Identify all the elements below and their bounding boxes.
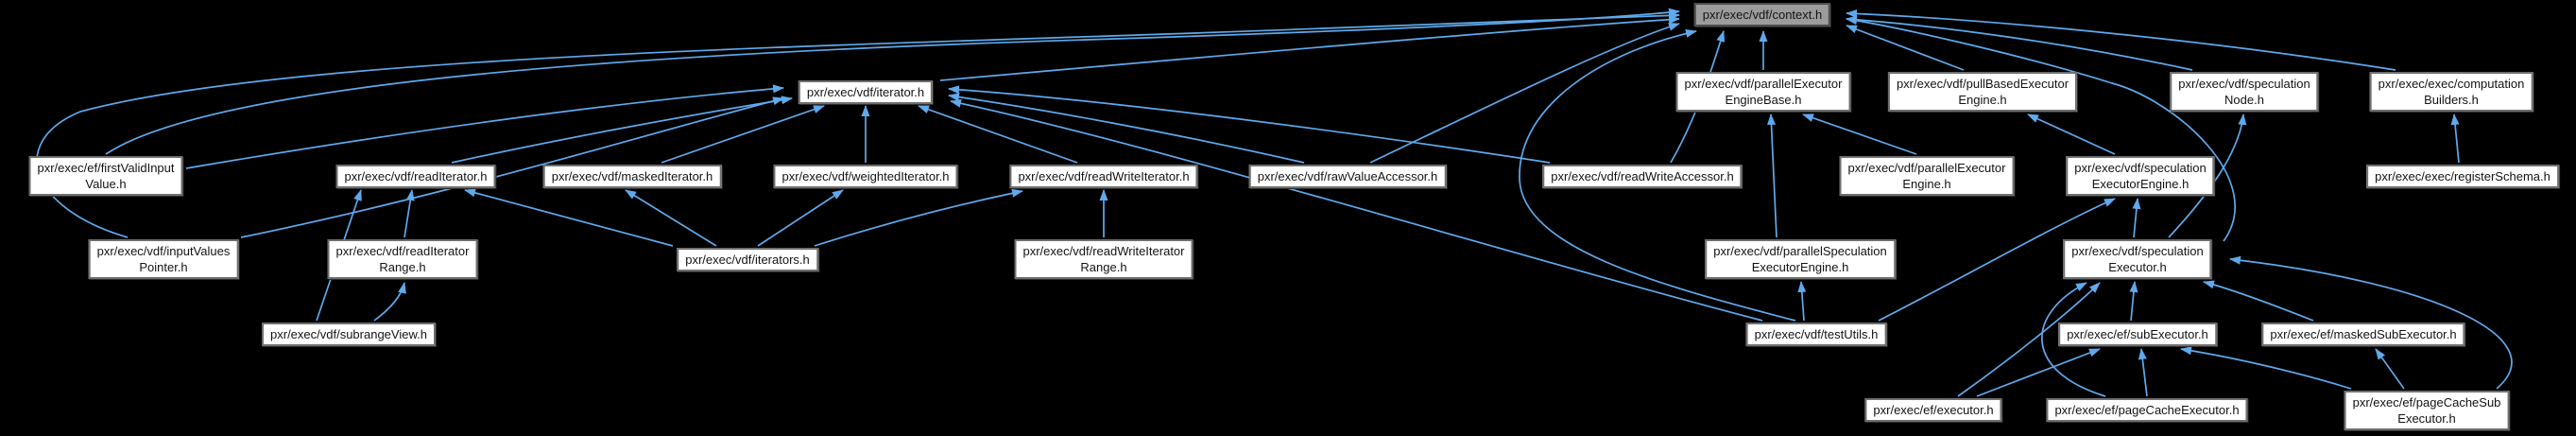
node-computation-builders[interactable]: pxr/exec/exec/computation Builders.h [2369, 72, 2533, 112]
node-first-valid-input-value[interactable]: pxr/exec/ef/firstValidInput Value.h [28, 156, 183, 196]
node-pull-based-executor-engine[interactable]: pxr/exec/vdf/pullBasedExecutor Engine.h [1887, 72, 2078, 112]
node-parallel-speculation-executor-engine[interactable]: pxr/exec/vdf/parallelSpeculation Executo… [1705, 239, 1896, 279]
node-read-iterator[interactable]: pxr/exec/vdf/readIterator.h [335, 165, 496, 188]
node-iterator[interactable]: pxr/exec/vdf/iterator.h [798, 80, 934, 104]
node-iterators[interactable]: pxr/exec/vdf/iterators.h [677, 248, 818, 271]
node-input-values-pointer[interactable]: pxr/exec/vdf/inputValues Pointer.h [88, 239, 239, 279]
node-sub-executor[interactable]: pxr/exec/ef/subExecutor.h [2058, 323, 2217, 346]
node-read-write-iterator[interactable]: pxr/exec/vdf/readWriteIterator.h [1009, 165, 1198, 188]
node-test-utils[interactable]: pxr/exec/vdf/testUtils.h [1745, 323, 1887, 346]
node-register-schema[interactable]: pxr/exec/exec/registerSchema.h [2366, 165, 2559, 188]
node-executor[interactable]: pxr/exec/ef/executor.h [1864, 398, 2002, 422]
node-page-cache-executor[interactable]: pxr/exec/ef/pageCacheExecutor.h [2046, 398, 2248, 422]
node-speculation-executor-engine[interactable]: pxr/exec/vdf/speculation ExecutorEngine.… [2066, 156, 2215, 196]
node-speculation-executor[interactable]: pxr/exec/vdf/speculation Executor.h [2063, 239, 2212, 279]
node-parallel-executor-engine-base[interactable]: pxr/exec/vdf/parallelExecutor EngineBase… [1675, 72, 1851, 112]
node-context[interactable]: pxr/exec/vdf/context.h [1693, 3, 1831, 26]
node-subrange-view[interactable]: pxr/exec/vdf/subrangeView.h [262, 323, 436, 346]
node-read-iterator-range[interactable]: pxr/exec/vdf/readIterator Range.h [327, 239, 478, 279]
node-read-write-iterator-range[interactable]: pxr/exec/vdf/readWriteIterator Range.h [1014, 239, 1194, 279]
node-read-write-accessor[interactable]: pxr/exec/vdf/readWriteAccessor.h [1542, 165, 1743, 188]
node-raw-value-accessor[interactable]: pxr/exec/vdf/rawValueAccessor.h [1248, 165, 1447, 188]
node-masked-sub-executor[interactable]: pxr/exec/ef/maskedSubExecutor.h [2261, 323, 2465, 346]
node-parallel-executor-engine[interactable]: pxr/exec/vdf/parallelExecutor Engine.h [1839, 156, 2015, 196]
node-page-cache-sub-executor[interactable]: pxr/exec/ef/pageCacheSub Executor.h [2344, 391, 2510, 430]
node-masked-iterator[interactable]: pxr/exec/vdf/maskedIterator.h [542, 165, 722, 188]
node-weighted-iterator[interactable]: pxr/exec/vdf/weightedIterator.h [773, 165, 958, 188]
node-speculation-node[interactable]: pxr/exec/vdf/speculation Node.h [2170, 72, 2319, 112]
